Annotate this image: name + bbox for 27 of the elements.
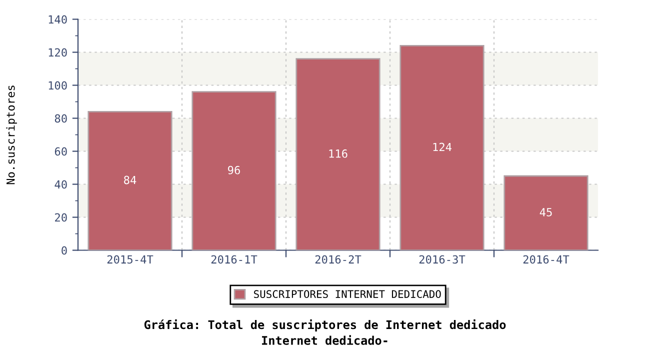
data-label: 96 [228, 166, 240, 174]
bar [88, 110, 172, 250]
bar [504, 175, 588, 250]
y-tick-label: 40 [54, 180, 67, 189]
y-tick-label: 20 [55, 213, 67, 222]
x-tick-label: 2015-4T [107, 255, 154, 264]
bar [296, 58, 380, 250]
bar [192, 91, 276, 250]
data-label: 45 [540, 208, 552, 216]
legend-label: SUSCRIPTORES INTERNET DEDICADO [254, 290, 441, 298]
y-tick-label: 100 [48, 81, 67, 90]
data-label: 116 [329, 149, 348, 158]
text: Internet dedicado- [262, 335, 388, 345]
x-tick-label: 2016-4T [523, 255, 570, 264]
text: Gráfica: Total de suscriptores de Internet dedicado [144, 319, 506, 332]
y-tick-label: 80 [54, 114, 67, 123]
y-tick-label: 140 [48, 15, 67, 24]
data-label: 84 [124, 176, 136, 184]
x-tick-label: 2016-3T [419, 255, 466, 264]
y-tick-label: 60 [54, 147, 67, 156]
x-tick-label: 2016-1T [211, 255, 258, 264]
bar [400, 44, 484, 250]
y-axis-title: No.suscriptores [6, 86, 17, 184]
y-tick-label: 0 [62, 246, 67, 255]
data-label: 124 [433, 142, 452, 152]
x-tick-label: 2016-2T [315, 255, 362, 264]
y-tick-label: 120 [48, 48, 67, 57]
